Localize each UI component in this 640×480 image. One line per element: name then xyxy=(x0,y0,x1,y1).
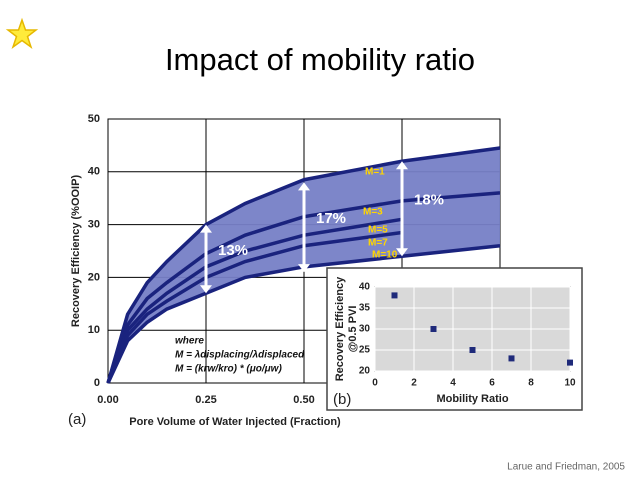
x-tick-label: 6 xyxy=(489,378,495,389)
note: where xyxy=(175,336,204,347)
arrow-head xyxy=(396,161,408,170)
x-axis-label: Pore Volume of Water Injected (Fraction) xyxy=(129,416,341,428)
x-tick-label: 0 xyxy=(372,378,378,389)
point xyxy=(430,326,437,332)
curve-label: M=5 xyxy=(368,225,388,236)
y-tick-label: 30 xyxy=(88,219,100,231)
y-tick-label: 20 xyxy=(359,366,371,377)
point xyxy=(567,359,573,366)
y-tick-label: 30 xyxy=(359,324,371,335)
point xyxy=(391,292,398,299)
curve-label: M=10 xyxy=(372,250,398,261)
curve-label: M=1 xyxy=(365,167,385,178)
y-axis-label: Recovery Efficiency xyxy=(334,276,346,381)
arrow-head xyxy=(298,264,310,273)
x-tick-label: 4 xyxy=(450,378,456,389)
inset-chart: 20 25 30 35 40 0 2 4 6 8 10 Recovery Efficiency @0.5… xyxy=(333,276,576,408)
y-axis-label: Recovery Efficiency (%OOIP) xyxy=(70,175,82,328)
y-tick-label: 40 xyxy=(359,282,371,293)
curve xyxy=(106,217,403,384)
point xyxy=(508,355,515,362)
annotation-label: 18% xyxy=(414,192,444,209)
annotation-label: 17% xyxy=(316,210,346,227)
x-axis-label: Mobility Ratio xyxy=(436,393,508,405)
arrow-head xyxy=(396,248,408,257)
y-tick-label: 40 xyxy=(88,166,100,178)
star-icon xyxy=(5,17,39,49)
y-tick-label: 50 xyxy=(88,113,100,125)
x-tick-label: 2 xyxy=(411,378,417,389)
y-tick-label: 0 xyxy=(94,377,100,389)
x-tick-label: 10 xyxy=(564,378,576,389)
note: M = λdisplacing/λdisplaced xyxy=(175,350,305,361)
x-tick-label: 0.00 xyxy=(97,394,118,406)
x-tick-label: 0.25 xyxy=(195,394,216,406)
arrow-head xyxy=(200,224,212,233)
y-tick-label: 35 xyxy=(359,303,371,314)
y-axis-label: @0.5 PVI xyxy=(347,306,359,353)
arrow-head xyxy=(200,285,212,294)
panel-label: (a) xyxy=(68,411,86,428)
x-tick-label: 8 xyxy=(528,378,534,389)
panel-label: (b) xyxy=(333,391,351,408)
citation: Larue and Friedman, 2005 xyxy=(507,462,625,473)
annotation-label: 13% xyxy=(218,242,248,259)
x-tick-label: 0.50 xyxy=(293,394,314,406)
note: M = (krw/kro) * (μo/μw) xyxy=(175,364,282,375)
slide-title: Impact of mobility ratio xyxy=(165,42,475,77)
curve-label: M=3 xyxy=(363,207,383,218)
y-tick-label: 20 xyxy=(88,271,100,283)
y-tick-label: 25 xyxy=(359,345,371,356)
curve-label: M=7 xyxy=(368,238,388,249)
curve xyxy=(106,230,403,384)
y-tick-label: 10 xyxy=(88,324,100,336)
arrow-head xyxy=(298,182,310,191)
main-chart: 010203040500.000.250.500.75M=1M=3M=5M=7M… xyxy=(68,113,501,428)
point xyxy=(469,347,476,353)
